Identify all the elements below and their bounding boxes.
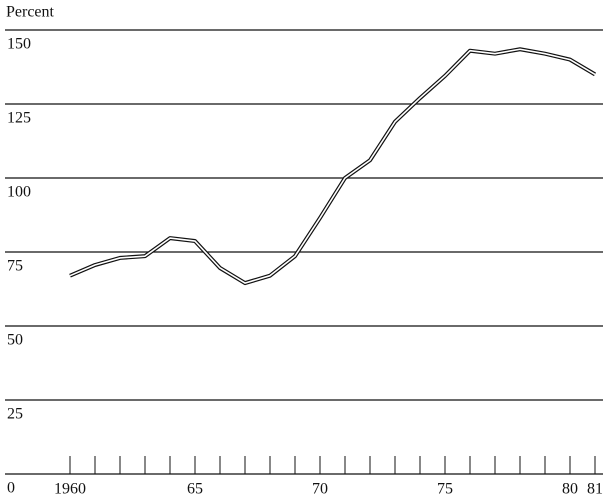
y-tick-label: 25	[7, 406, 23, 423]
y-tick-label: 150	[7, 36, 31, 53]
y-tick-label: 0	[7, 480, 15, 497]
x-tick-label: 75	[437, 481, 453, 498]
x-tick-label: 65	[187, 481, 203, 498]
x-tick-label: 70	[312, 481, 328, 498]
line-outer	[69, 47, 597, 286]
x-tick-label: 80	[562, 481, 578, 498]
y-tick-label: 125	[7, 110, 31, 127]
y-axis-label: Percent	[6, 4, 55, 21]
y-tick-label: 100	[7, 184, 31, 201]
line-inner	[69, 48, 596, 284]
y-tick-label: 50	[7, 332, 23, 349]
x-tick-label: 81	[587, 481, 603, 498]
y-tick-label: 75	[7, 258, 23, 275]
x-tick-label: 1960	[54, 481, 86, 498]
